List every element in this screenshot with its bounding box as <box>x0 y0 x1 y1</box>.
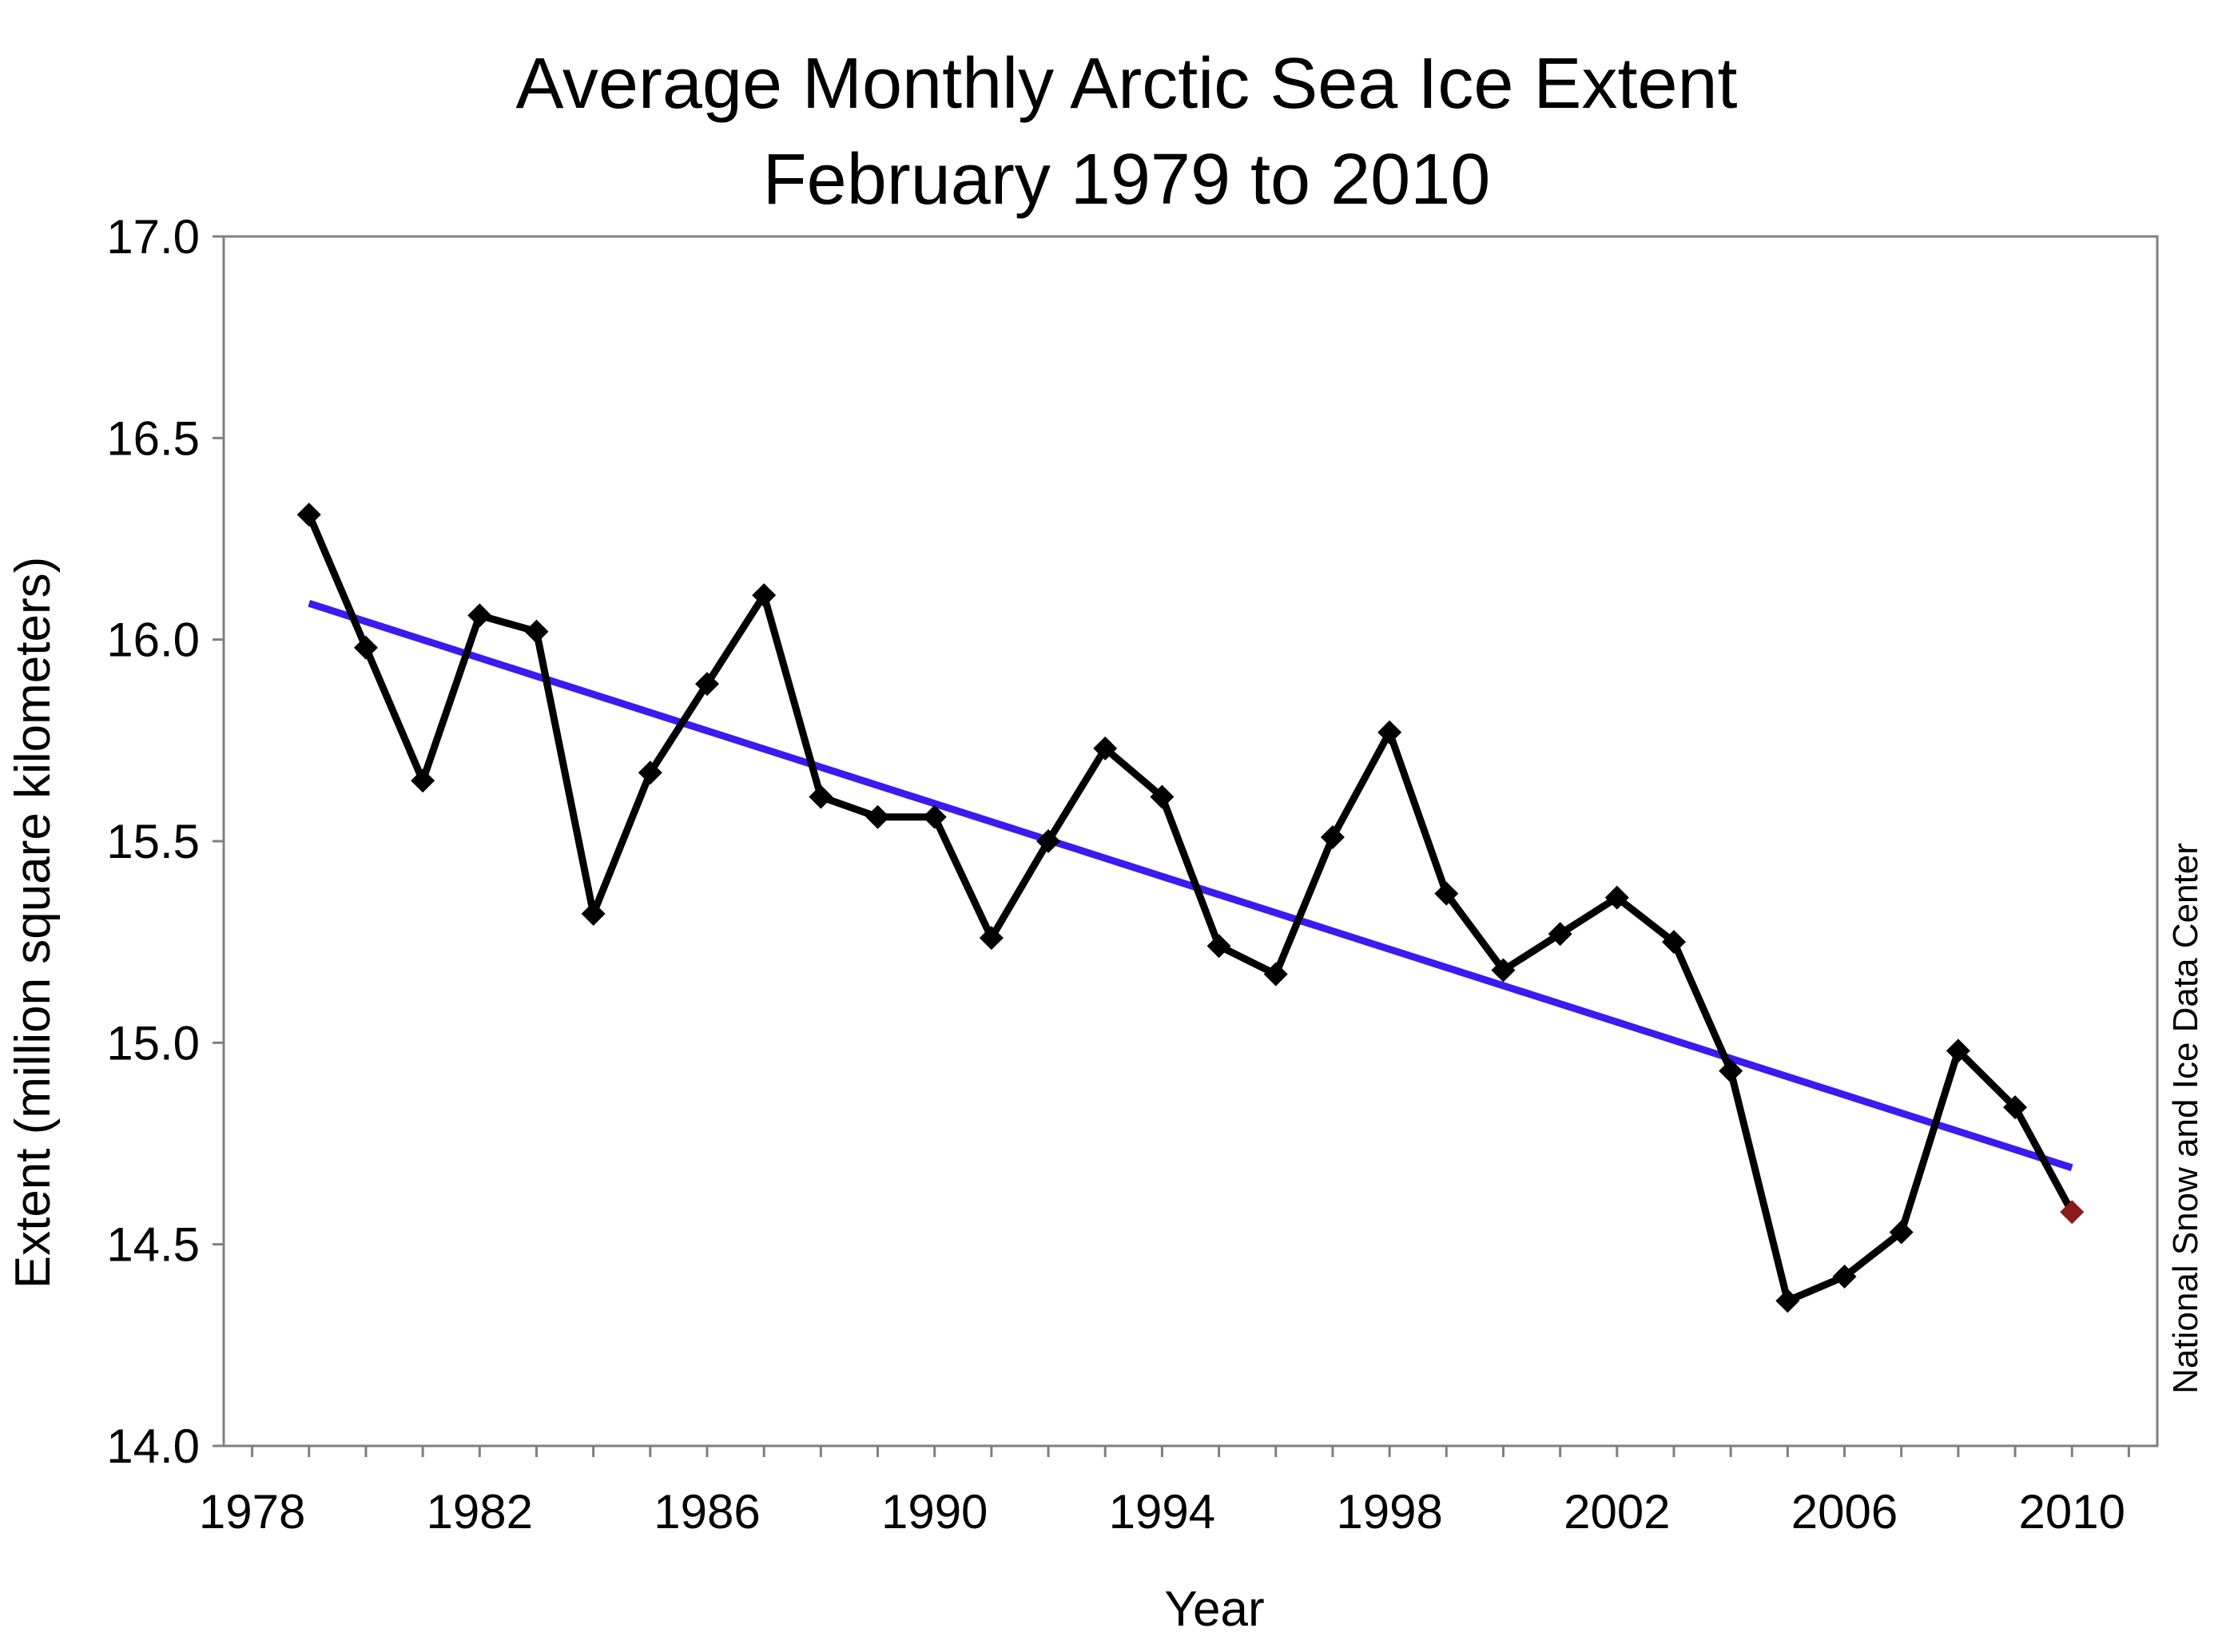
y-axis: 14.0 14.5 15.0 15.5 16.0 16.5 17.0 <box>106 210 224 1473</box>
data-point <box>1491 958 1516 983</box>
data-point <box>1946 1038 1970 1063</box>
data-point <box>1036 829 1061 853</box>
data-point <box>581 901 606 926</box>
x-tick-label: 2010 <box>2018 1485 2125 1539</box>
data-point <box>1263 962 1288 987</box>
data-point <box>695 672 719 697</box>
data-point <box>1093 736 1118 760</box>
series-layer <box>305 510 2076 1305</box>
data-point <box>752 583 777 608</box>
x-tick-label: 1982 <box>427 1485 533 1539</box>
x-tick-label: 2002 <box>1564 1485 1670 1539</box>
data-point <box>2003 1095 2028 1120</box>
data-point <box>1832 1265 1857 1289</box>
data-point <box>1377 720 1402 745</box>
x-tick-label: 1986 <box>654 1485 760 1539</box>
data-point <box>524 619 549 644</box>
y-tick-label: 15.5 <box>106 815 200 868</box>
data-point <box>296 502 321 527</box>
data-point <box>1150 784 1175 809</box>
y-tick-label: 17.0 <box>106 210 200 264</box>
data-point <box>1662 930 1686 955</box>
data-point <box>1434 881 1459 906</box>
marker-layer <box>296 502 2085 1313</box>
credit-text: National Snow and Ice Data Center <box>2166 843 2205 1394</box>
data-point <box>638 760 662 785</box>
y-tick-label: 14.0 <box>106 1420 200 1473</box>
data-point <box>865 804 890 829</box>
data-point-latest <box>2060 1200 2085 1225</box>
data-point <box>353 635 378 660</box>
y-tick-label: 16.0 <box>106 614 200 667</box>
y-tick-label: 15.0 <box>106 1016 200 1070</box>
x-axis: 1978 1982 1986 1990 1994 1998 2002 2006 2010 <box>199 1446 2130 1539</box>
series-line <box>305 510 2076 1305</box>
data-point <box>411 768 435 793</box>
x-tick-label: 1978 <box>199 1485 305 1539</box>
x-tick-label: 1994 <box>1109 1485 1215 1539</box>
data-point <box>979 926 1004 951</box>
data-point <box>1604 885 1629 910</box>
data-point <box>922 804 947 829</box>
trend-line <box>308 599 2073 1172</box>
y-tick-label: 14.5 <box>106 1218 200 1272</box>
data-point <box>1889 1220 1914 1245</box>
data-point <box>1548 922 1572 947</box>
data-point <box>467 603 492 628</box>
data-point <box>1320 824 1345 849</box>
trend-layer <box>308 599 2073 1172</box>
data-point <box>1206 934 1231 959</box>
x-tick-label: 2006 <box>1791 1485 1898 1539</box>
data-point <box>809 784 833 809</box>
data-point <box>1775 1289 1800 1313</box>
chart-subtitle: February 1979 to 2010 <box>763 140 1491 220</box>
y-tick-label: 16.5 <box>106 411 200 465</box>
x-tick-label: 1998 <box>1336 1485 1442 1539</box>
x-tick-label: 1990 <box>881 1485 988 1539</box>
data-point <box>1719 1058 1743 1083</box>
plot-area-frame <box>222 235 2159 1447</box>
chart-title: Average Monthly Arctic Sea Ice Extent <box>515 44 1737 124</box>
y-axis-label: Extent (million square kilometers) <box>6 557 61 1289</box>
x-axis-label: Year <box>1164 1582 1264 1637</box>
